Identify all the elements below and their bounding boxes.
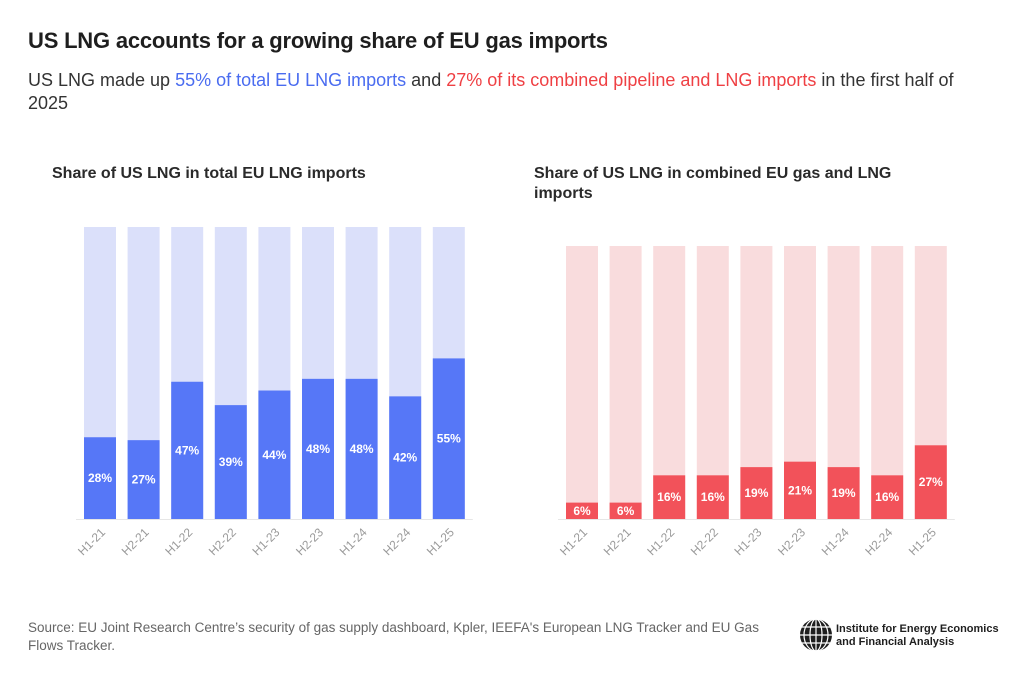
- lng-share-data-label: 44%: [262, 448, 286, 462]
- lng-share-bar: [84, 437, 116, 519]
- lng-share-bar: [432, 358, 465, 519]
- logo-line-2: and Financial Analysis: [836, 636, 955, 648]
- combined-share-bar-remainder: [609, 246, 642, 519]
- lng-share-data-label: 55%: [437, 432, 461, 446]
- combined-share-tick-label: H2-21: [601, 525, 634, 558]
- lng-share-bar: [302, 378, 334, 519]
- combined-share-tick-label: H1-22: [644, 525, 677, 558]
- ieefa-logo: Institute for Energy Economics and Finan…: [798, 617, 999, 653]
- combined-share-bar-remainder: [871, 246, 904, 519]
- combined-share-tick-label: H2-24: [862, 525, 895, 558]
- combined-share-bar-remainder: [566, 246, 598, 519]
- page-title: US LNG accounts for a growing share of E…: [28, 28, 608, 53]
- combined-share-data-label: 16%: [875, 490, 899, 504]
- combined-share-tick-label: H1-25: [906, 525, 939, 558]
- lng-share-data-label: 48%: [350, 442, 374, 456]
- lng-share-bar: [345, 378, 378, 519]
- source-note: Source: EU Joint Research Centre’s secur…: [28, 620, 759, 653]
- combined-share-data-label: 19%: [744, 486, 768, 500]
- lng-share-data-label: 28%: [88, 471, 112, 485]
- combined-share-tick-label: H1-21: [557, 525, 590, 558]
- page-subtitle: US LNG made up 55% of total EU LNG impor…: [28, 69, 988, 115]
- subtitle-text-2: and: [406, 70, 447, 90]
- combined-share-data-label: 6%: [573, 504, 591, 518]
- lng-share-data-label: 39%: [219, 455, 243, 469]
- combined-share-tick-label: H1-23: [732, 525, 765, 558]
- lng-share-bar: [171, 381, 204, 519]
- subtitle-text-1: US LNG made up: [28, 70, 176, 90]
- combined-share-bar: [784, 461, 816, 519]
- lng-share-bar: [127, 440, 160, 519]
- right-chart-title: Share of US LNG in combined EU gas and L…: [534, 165, 892, 202]
- combined-share-tick-label: H2-23: [775, 525, 808, 558]
- combined-share-bar: [696, 475, 729, 519]
- lng-share-data-label: 47%: [175, 443, 199, 457]
- subtitle-text-3: in the first half of 2025: [28, 70, 954, 113]
- combined-share-data-label: 21%: [788, 483, 812, 497]
- lng-share-data-label: 48%: [306, 442, 330, 456]
- combined-share-data-label: 16%: [657, 490, 681, 504]
- left-chart-title: Share of US LNG in total EU LNG imports: [52, 165, 366, 182]
- lng-share-data-label: 42%: [393, 451, 417, 465]
- combined-share-data-label: 6%: [617, 504, 635, 518]
- combined-share-bar: [566, 502, 598, 519]
- combined-share-bar-remainder: [653, 246, 686, 519]
- combined-share-tick-label: H2-22: [688, 525, 721, 558]
- combined-share-bar: [609, 502, 642, 519]
- subtitle-highlight-combined-share: 27% of its combined pipeline and LNG imp…: [446, 70, 817, 90]
- combined-share-bar-remainder: [696, 246, 729, 519]
- lng-share-bar: [258, 390, 291, 519]
- combined-share-bar: [740, 467, 773, 519]
- logo-line-1: Institute for Energy Economics: [836, 623, 999, 635]
- combined-share-data-label: 27%: [919, 475, 943, 489]
- combined-share-bar: [827, 467, 860, 519]
- combined-share-data-label: 16%: [701, 490, 725, 504]
- globe-icon: [800, 618, 832, 652]
- lng-share-bar: [389, 396, 422, 519]
- logo-text: Institute for Energy Economics and Finan…: [836, 623, 999, 649]
- combined-share-tick-label: H1-24: [819, 525, 852, 558]
- lng-share-bar: [214, 405, 247, 519]
- combined-share-bar: [653, 475, 686, 519]
- combined-share-bar: [914, 445, 947, 519]
- subtitle-highlight-lng-share: 55% of total EU LNG imports: [175, 70, 407, 90]
- combined-share-data-label: 19%: [832, 486, 856, 500]
- combined-share-bar: [871, 475, 904, 519]
- lng-share-data-label: 27%: [132, 473, 156, 487]
